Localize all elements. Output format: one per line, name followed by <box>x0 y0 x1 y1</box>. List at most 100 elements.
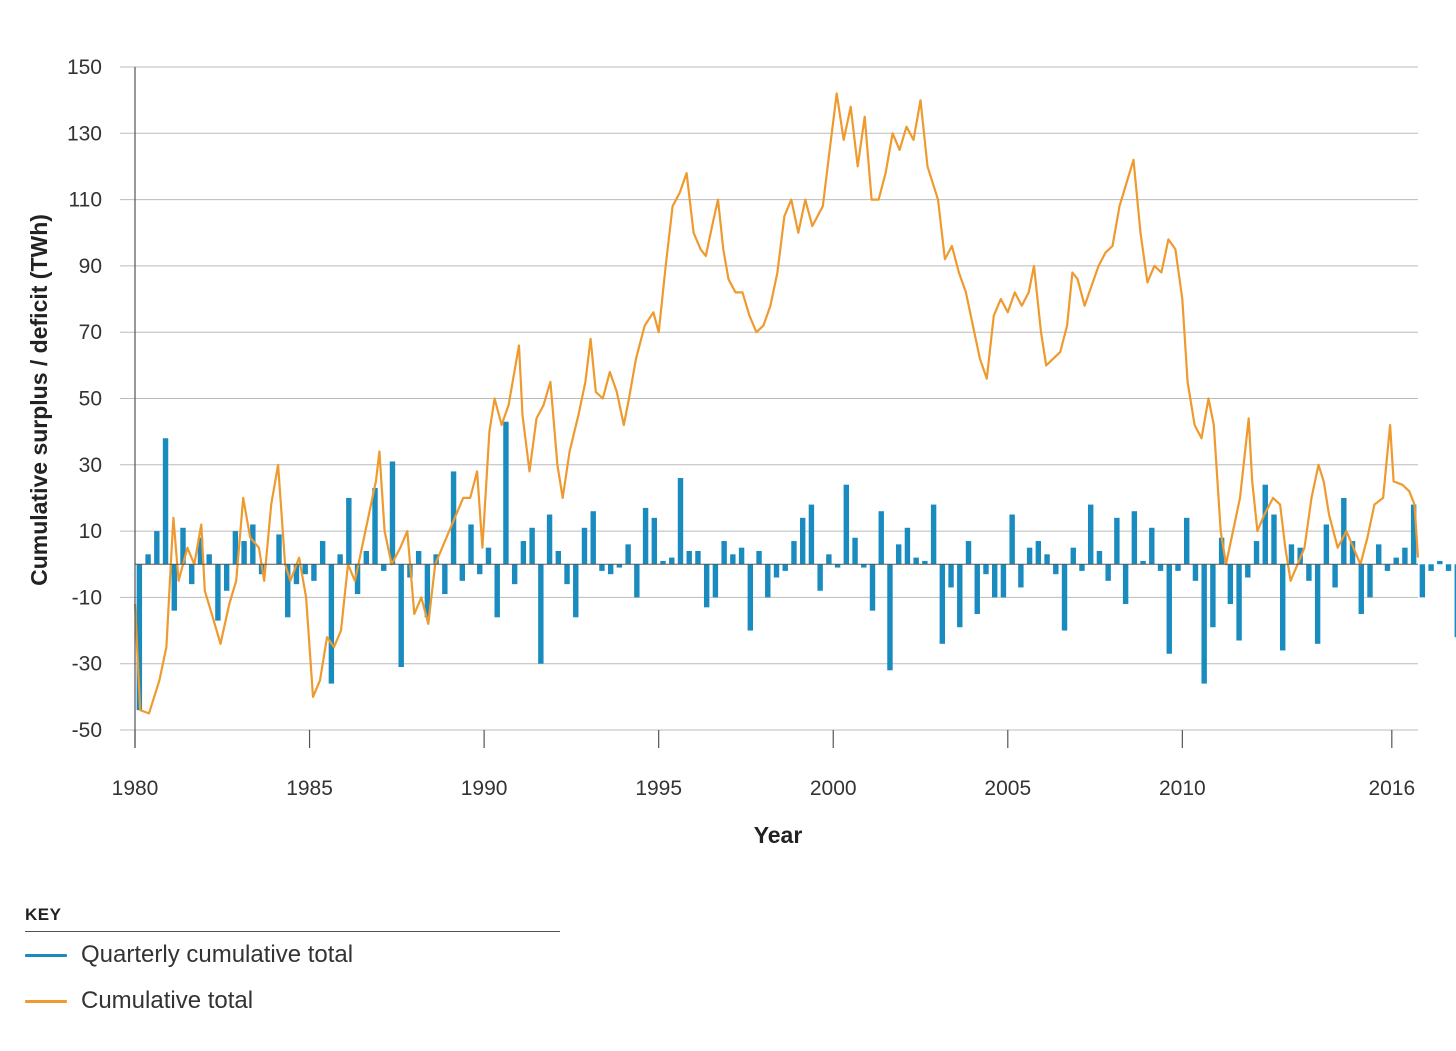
quarterly-bar <box>189 564 195 585</box>
quarterly-bar <box>843 484 850 565</box>
quarterly-bar <box>1105 564 1111 581</box>
quarterly-bar <box>730 554 736 565</box>
quarterly-bar <box>337 554 343 565</box>
x-axis-title: Year <box>754 822 803 848</box>
quarterly-bar <box>642 507 649 565</box>
quarterly-bar <box>922 560 928 565</box>
quarterly-bar <box>241 541 247 565</box>
quarterly-bar <box>1061 564 1068 631</box>
quarterly-bar <box>442 564 448 595</box>
quarterly-bar <box>415 550 422 565</box>
quarterly-bar <box>215 564 221 621</box>
quarterly-bar <box>695 550 701 565</box>
quarterly-bar <box>328 564 335 684</box>
quarterly-bar <box>1280 564 1286 651</box>
quarterly-bar <box>145 554 151 565</box>
quarterly-bar <box>1332 564 1338 588</box>
y-tick-label: 130 <box>67 122 102 145</box>
legend-item-cumulative: Cumulative total <box>25 978 560 1024</box>
quarterly-bar <box>1140 560 1146 565</box>
y-tick-label: 90 <box>79 255 102 278</box>
quarterly-bar <box>861 564 867 568</box>
quarterly-bar <box>1079 564 1085 571</box>
quarterly-bar <box>433 554 439 565</box>
tick-labels: 150 130 110 90 70 50 30 10 -10 -30 -50 1980 1985 1990… <box>67 56 1415 800</box>
quarterly-bar <box>511 564 518 585</box>
y-tick-label: 150 <box>67 56 102 79</box>
quarterly-bar <box>677 478 684 565</box>
quarterly-bar <box>834 564 841 568</box>
x-tick-label: 2010 <box>1159 777 1206 800</box>
quarterly-bar <box>1288 544 1295 565</box>
quarterly-bar <box>1166 564 1172 654</box>
y-tick-label: 50 <box>79 388 102 411</box>
quarterly-bar <box>319 541 326 565</box>
quarterly-bar <box>808 504 815 565</box>
quarterly-bar <box>625 544 631 565</box>
quarterly-bar <box>276 534 282 565</box>
quarterly-bar <box>520 541 527 565</box>
y-tick-label: 30 <box>79 454 102 477</box>
quarterly-bar <box>1410 504 1417 565</box>
quarterly-bar <box>468 524 474 565</box>
quarterly-bar <box>607 564 614 575</box>
quarterly-bar <box>651 517 658 565</box>
quarterly-bar <box>1367 564 1373 598</box>
quarterly-bar <box>686 550 692 565</box>
quarterly-bar <box>223 564 230 591</box>
quarterly-bar <box>721 541 727 565</box>
x-tick-label: 1995 <box>635 777 682 800</box>
quarterly-bar <box>765 564 771 598</box>
quarterly-bar <box>1376 544 1382 565</box>
quarterly-bar <box>1210 564 1216 628</box>
gridlines <box>120 66 1418 731</box>
quarterly-bar <box>1445 564 1452 571</box>
quarterly-bar <box>1306 564 1312 581</box>
quarterly-bar <box>346 497 352 565</box>
quarterly-bar <box>1018 564 1024 588</box>
quarterly-bar <box>206 554 212 565</box>
quarterly-bar <box>363 550 369 565</box>
quarterly-bar <box>285 564 291 618</box>
quarterly-bar <box>895 544 902 565</box>
quarterly-bar <box>1262 484 1268 565</box>
quarterly-bar <box>826 554 832 565</box>
quarterly-bar <box>991 564 998 598</box>
quarterly-bar <box>180 527 186 565</box>
quarterly-bar <box>590 511 596 565</box>
quarterly-bar <box>703 564 710 608</box>
quarterly-bar <box>1114 517 1120 565</box>
x-tick-label: 1990 <box>461 777 508 800</box>
quarterly-bar <box>1122 564 1129 605</box>
x-tick-label: 2005 <box>984 777 1031 800</box>
quarterly-bar <box>1253 541 1260 565</box>
y-tick-label: -50 <box>72 719 102 742</box>
quarterly-bar <box>791 541 797 565</box>
quarterly-bar <box>773 564 780 578</box>
quarterly-bar <box>302 564 308 575</box>
quarterly-bar <box>564 564 570 585</box>
quarterly-bar <box>738 547 745 565</box>
quarterly-bar <box>372 488 378 565</box>
y-tick-label: 10 <box>79 520 102 543</box>
quarterly-bar <box>904 527 911 565</box>
quarterly-bar <box>250 524 256 565</box>
quarterly-bar <box>1201 564 1207 684</box>
quarterly-bar <box>948 564 954 588</box>
quarterly-bar <box>154 531 160 565</box>
quarterly-bar <box>930 504 937 565</box>
legend-swatch-cumulative <box>25 999 67 1003</box>
quarterly-bar <box>1428 564 1434 571</box>
quarterly-bar <box>1402 547 1408 565</box>
y-tick-label: -10 <box>72 586 102 609</box>
quarterly-bar <box>197 537 204 565</box>
quarterly-bar <box>136 564 143 711</box>
quarterly-bar <box>398 564 404 668</box>
quarterly-bar <box>1070 547 1076 565</box>
quarterly-bar <box>887 564 893 671</box>
quarterly-bar <box>1341 497 1347 565</box>
quarterly-bar <box>660 560 666 565</box>
quarterly-bar <box>573 564 579 618</box>
quarterly-bar <box>1000 564 1007 598</box>
quarterly-bar <box>1323 524 1330 565</box>
